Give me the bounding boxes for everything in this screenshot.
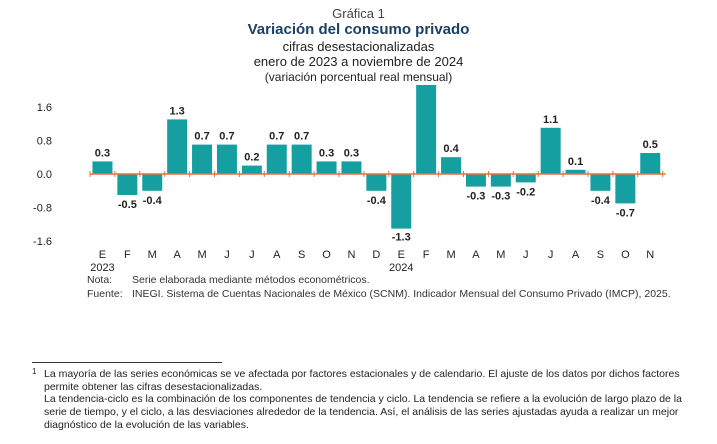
x-tick-label: A	[472, 249, 480, 261]
value-label: -0.2	[516, 186, 535, 198]
x-tick-label: N	[646, 249, 654, 261]
x-tick-label: O	[322, 249, 331, 261]
value-label: 1.3	[170, 105, 185, 117]
bar	[316, 161, 337, 174]
bar	[366, 174, 387, 191]
bar	[117, 174, 138, 195]
bar	[441, 157, 462, 174]
value-label: 0.7	[269, 131, 284, 143]
value-label: 1.1	[543, 114, 558, 126]
x-tick-label: S	[597, 249, 604, 261]
footnote: 1 La mayoría de las series económicas se…	[32, 367, 697, 432]
value-label: 0.1	[568, 156, 583, 168]
x-tick-label: J	[523, 249, 529, 261]
year-label: 2024	[389, 262, 413, 274]
value-label: 0.3	[319, 147, 334, 159]
x-tick-label: A	[273, 249, 281, 261]
y-tick-label: -1.6	[33, 236, 52, 248]
x-tick-label: F	[423, 249, 430, 261]
chart-title: Variación del consumo privado	[247, 21, 470, 38]
bar	[465, 174, 486, 187]
bar-chart: 1.6 0.8 0.0 -0.8 -1.6 0.3 -0.5 -0.4 1.3 0.7 0.7 0.…	[33, 85, 666, 274]
value-label: 0.7	[219, 131, 234, 143]
value-label: -0.4	[143, 195, 163, 207]
bar	[167, 119, 188, 174]
y-axis-ticks: 1.6 0.8 0.0 -0.8 -1.6	[33, 102, 52, 248]
footnote-paragraph-2: La tendencia-ciclo es la combinación de …	[44, 393, 682, 431]
bar	[490, 174, 511, 187]
x-tick-label: S	[298, 249, 305, 261]
footnote-paragraph-1: La mayoría de las series económicas se v…	[44, 368, 680, 393]
year-label: 2023	[90, 262, 114, 274]
value-label: 0.3	[95, 147, 110, 159]
x-tick-label: M	[446, 249, 455, 261]
source-text: INEGI. Sistema de Cuentas Nacionales de …	[132, 288, 671, 300]
value-label: 0.7	[294, 131, 309, 143]
x-tick-label: J	[224, 249, 230, 261]
x-tick-label: F	[124, 249, 131, 261]
bar	[640, 153, 661, 174]
value-label: -0.7	[616, 207, 635, 219]
value-label: -0.3	[491, 191, 510, 203]
chart-unit: (variación porcentual real mensual)	[264, 70, 453, 84]
source-line: Fuente: INEGI. Sistema de Cuentas Nacion…	[87, 288, 687, 302]
bar	[192, 144, 213, 174]
chart-subtitle: cifras desestacionalizadas	[282, 39, 435, 54]
value-label: 0.3	[344, 147, 359, 159]
x-tick-label: M	[148, 249, 157, 261]
note-line: Nota: Serie elaborada mediante métodos e…	[87, 274, 687, 288]
value-labels: 0.3-0.5 -0.41.30.7 0.70.20.7 0.70.3 0.3-0.4-…	[95, 85, 658, 244]
bar	[391, 174, 412, 229]
x-tick-label: J	[548, 249, 554, 261]
bar	[92, 161, 113, 174]
value-label: 2.4	[419, 85, 435, 88]
x-tick-label: N	[347, 249, 355, 261]
bar	[615, 174, 636, 204]
value-label: -1.3	[392, 232, 411, 244]
x-tick-label: M	[197, 249, 206, 261]
value-label: 0.2	[244, 152, 259, 164]
footnote-mark: 1	[32, 367, 37, 376]
footnote-divider	[32, 362, 222, 363]
x-tick-label: E	[398, 249, 405, 261]
y-tick-label: -0.8	[33, 203, 52, 215]
value-label: -0.4	[591, 195, 611, 207]
chart-period: enero de 2023 a noviembre de 2024	[253, 54, 464, 69]
x-axis-labels: E F M A M J J A S O N D E F M A M J J A S O N 2023 2024	[90, 249, 654, 274]
x-tick-label: M	[496, 249, 505, 261]
value-label: 0.7	[194, 131, 209, 143]
value-label: -0.3	[466, 191, 485, 203]
x-tick-label: A	[173, 249, 181, 261]
bar	[341, 161, 362, 174]
bar	[216, 144, 237, 174]
y-tick-label: 1.6	[37, 102, 52, 114]
value-label: 0.5	[643, 139, 658, 151]
x-tick-label: J	[249, 249, 255, 261]
bar	[241, 165, 262, 174]
note-label: Nota:	[87, 274, 113, 286]
bar	[291, 144, 312, 174]
chart-label: Gráfica 1	[332, 6, 385, 21]
x-tick-label: E	[99, 249, 106, 261]
zero-axis	[89, 171, 666, 177]
x-tick-label: A	[572, 249, 580, 261]
bar	[416, 85, 437, 174]
y-tick-label: 0.8	[37, 135, 52, 147]
bar	[540, 127, 561, 174]
x-tick-label: O	[621, 249, 630, 261]
value-label: 0.4	[443, 143, 459, 155]
bar	[142, 174, 163, 191]
bars	[92, 85, 661, 229]
bar	[590, 174, 611, 191]
y-tick-label: 0.0	[37, 169, 52, 181]
bar	[515, 174, 536, 183]
source-label: Fuente:	[87, 288, 123, 300]
value-label: -0.5	[118, 199, 137, 211]
note-text: Serie elaborada mediante métodos economé…	[132, 274, 370, 286]
bar	[266, 144, 287, 174]
x-tick-label: D	[372, 249, 380, 261]
value-label: -0.4	[367, 195, 387, 207]
bar	[565, 169, 586, 174]
